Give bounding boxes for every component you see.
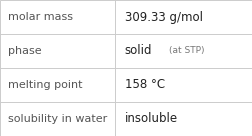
Text: (at STP): (at STP): [169, 47, 204, 55]
Text: solubility in water: solubility in water: [8, 114, 107, 124]
Text: 309.33 g/mol: 309.33 g/mol: [125, 10, 203, 24]
Text: solid: solid: [125, 44, 152, 58]
Text: insoluble: insoluble: [125, 112, 178, 126]
Text: 158 °C: 158 °C: [125, 78, 165, 92]
Text: melting point: melting point: [8, 80, 82, 90]
Text: molar mass: molar mass: [8, 12, 73, 22]
Text: phase: phase: [8, 46, 41, 56]
